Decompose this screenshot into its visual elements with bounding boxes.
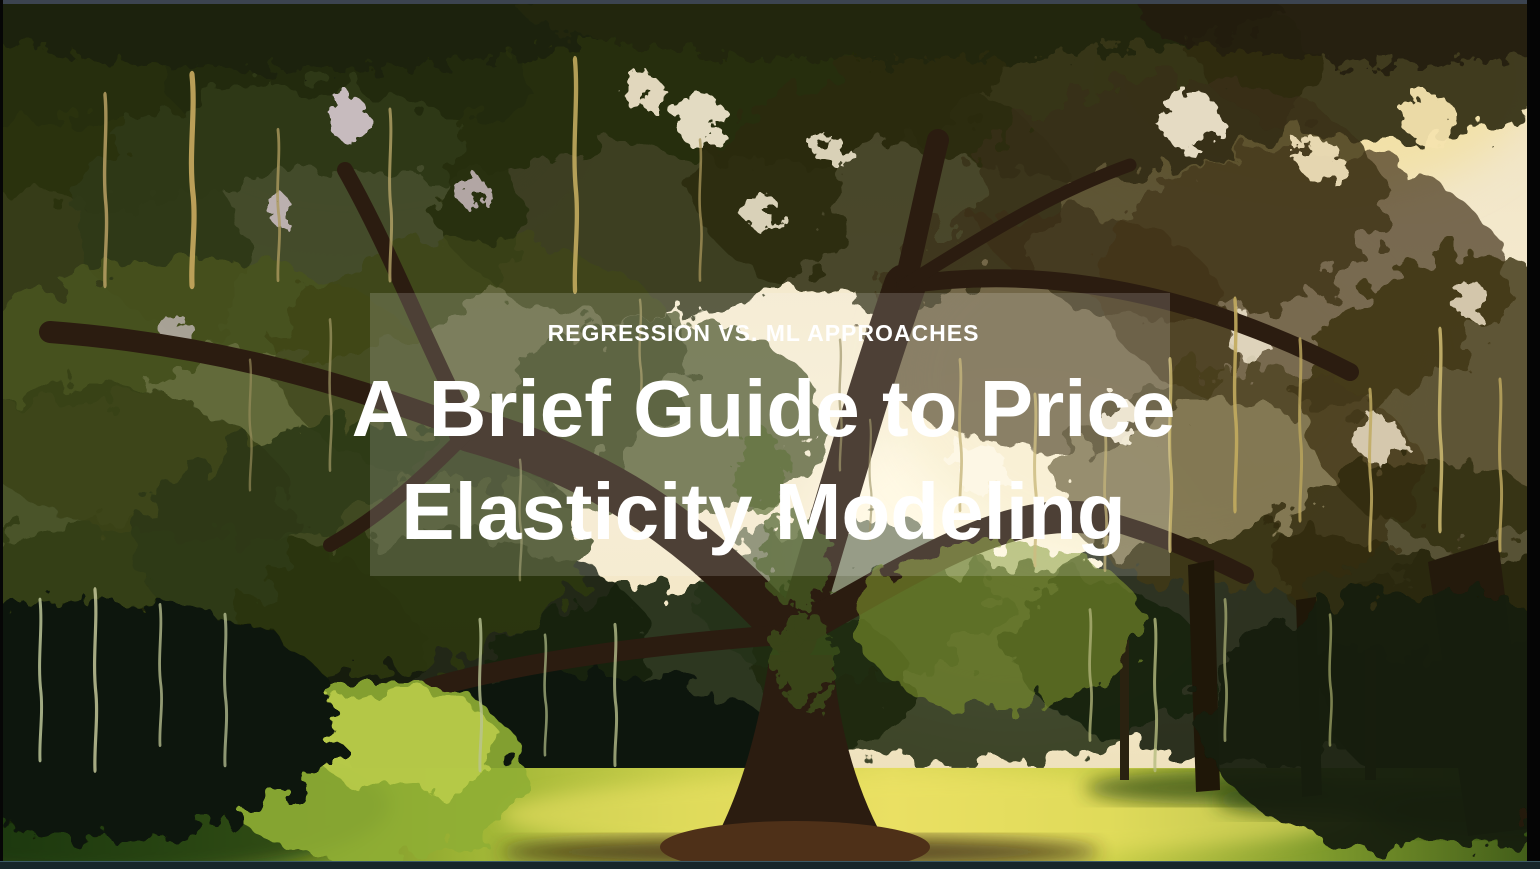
slide-eyebrow: REGRESSION VS. ML APPROACHES	[547, 320, 980, 346]
slide-title-line2: Elasticity Modeling	[401, 467, 1126, 556]
bushes	[0, 543, 1540, 862]
slide-title: A Brief Guide to Price Elasticity Modelin…	[0, 357, 1527, 563]
window-edge-bottom	[0, 861, 1540, 869]
canopy-fringe	[0, 0, 1540, 70]
dappled-light	[159, 70, 1488, 496]
tree-trunk-and-branches	[39, 129, 1359, 698]
slide-title-line1: A Brief Guide to Price	[351, 364, 1176, 453]
trunk-base	[660, 430, 930, 869]
title-backdrop	[370, 293, 1170, 576]
title-block: REGRESSION VS. ML APPROACHES A Brief Gui…	[0, 318, 1527, 563]
window-edge-top	[0, 0, 1540, 4]
window-edge-right	[1527, 0, 1540, 869]
window-edge-left	[0, 0, 3, 869]
